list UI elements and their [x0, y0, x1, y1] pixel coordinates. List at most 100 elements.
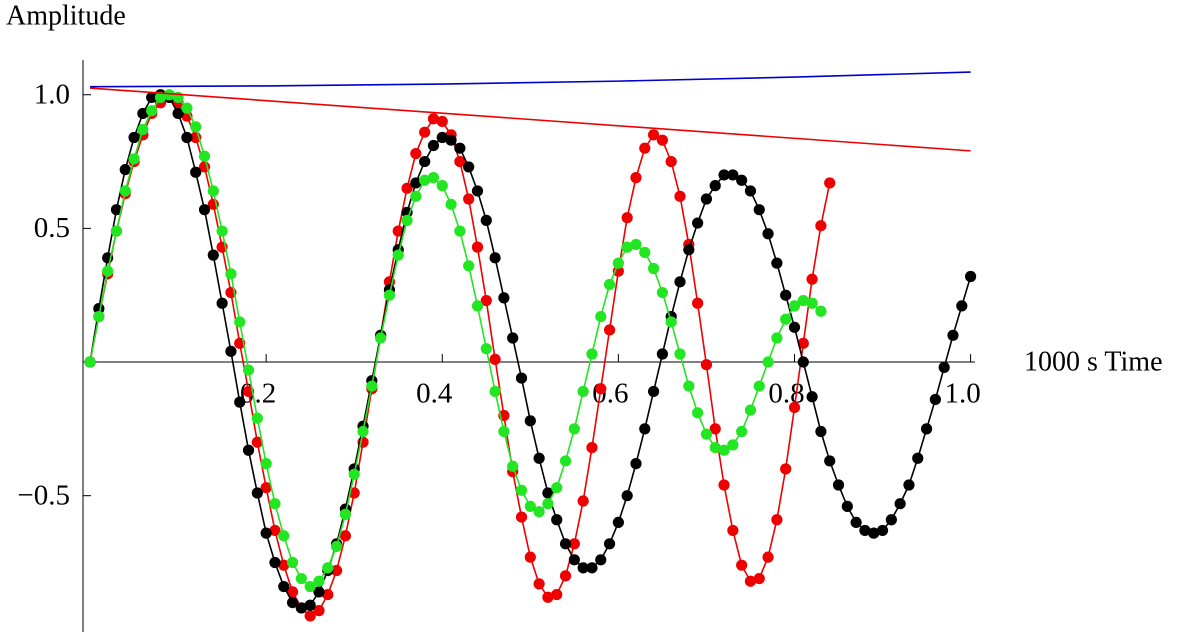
data-point [181, 102, 193, 114]
data-point [304, 580, 316, 593]
envelope-line [89, 87, 971, 152]
data-point [621, 241, 633, 253]
data-point [718, 444, 730, 456]
data-point [718, 169, 730, 181]
data-point [225, 345, 237, 357]
data-point [920, 423, 933, 435]
data-point [190, 121, 202, 133]
data-point [771, 257, 783, 269]
envelope-line [90, 71, 971, 88]
data-point [727, 169, 739, 181]
data-point [190, 166, 202, 178]
data-point [401, 214, 413, 226]
data-point [260, 527, 272, 539]
data-point [146, 91, 158, 104]
data-point [507, 332, 519, 344]
data-point [533, 452, 545, 464]
data-point [744, 185, 757, 197]
data-point [577, 562, 589, 574]
data-point [366, 380, 378, 392]
data-point [137, 123, 149, 136]
data-point [700, 193, 713, 205]
data-point [286, 556, 299, 569]
data-point [137, 107, 149, 120]
data-point [445, 198, 457, 210]
data-point [471, 300, 484, 312]
data-point [824, 177, 836, 189]
data-point [419, 174, 431, 186]
data-point [692, 407, 704, 419]
data-point [744, 575, 757, 587]
data-point [586, 562, 598, 574]
data-point [727, 439, 739, 451]
data-point [410, 147, 422, 160]
data-point [700, 359, 713, 371]
data-point [639, 423, 651, 435]
data-point [683, 244, 695, 256]
data-point [762, 551, 774, 563]
data-point [788, 300, 801, 312]
data-point [815, 425, 827, 438]
data-point [198, 150, 211, 162]
data-point [797, 294, 809, 307]
data-point [419, 126, 431, 138]
data-point [551, 588, 563, 601]
data-point [269, 556, 281, 569]
data-point [401, 182, 413, 194]
data-point [471, 185, 484, 197]
data-point [639, 246, 651, 259]
data-point [709, 441, 721, 454]
data-point [727, 524, 739, 537]
data-point [480, 343, 492, 355]
data-point [771, 514, 783, 526]
data-point [515, 484, 528, 496]
data-point [709, 423, 721, 435]
data-point [780, 463, 792, 475]
data-point [674, 276, 686, 288]
data-point [797, 356, 809, 368]
data-point [947, 329, 959, 341]
data-point [595, 554, 607, 566]
data-point [568, 423, 580, 435]
data-point [119, 163, 131, 176]
data-point [568, 554, 580, 566]
data-point [656, 134, 669, 146]
data-point [586, 441, 598, 454]
data-point [216, 225, 228, 237]
data-point [216, 297, 228, 309]
data-point [586, 348, 598, 360]
data-point [260, 458, 272, 470]
data-point [964, 270, 977, 283]
data-point [533, 506, 545, 518]
data-point [128, 131, 140, 144]
data-point [692, 297, 704, 309]
data-point [515, 372, 528, 384]
data-point [542, 487, 554, 499]
data-point [832, 479, 845, 491]
data-point [463, 193, 475, 205]
data-point [198, 204, 211, 216]
data-point [427, 172, 440, 184]
data-point [480, 214, 492, 226]
data-point [427, 139, 440, 152]
data-point [436, 180, 448, 192]
data-point [401, 206, 413, 218]
data-point [736, 559, 748, 571]
data-point [612, 516, 624, 529]
data-point [330, 540, 343, 553]
data-point [427, 113, 440, 125]
data-point [489, 252, 501, 264]
data-point [463, 260, 475, 272]
data-point [463, 161, 475, 173]
data-point [559, 455, 572, 467]
data-point [278, 530, 290, 542]
data-point [489, 385, 501, 398]
data-point [339, 508, 352, 520]
data-point [859, 524, 871, 537]
data-point [454, 155, 466, 168]
data-point [172, 107, 184, 120]
data-point [753, 204, 765, 216]
data-point [736, 425, 748, 438]
data-point [656, 348, 669, 360]
